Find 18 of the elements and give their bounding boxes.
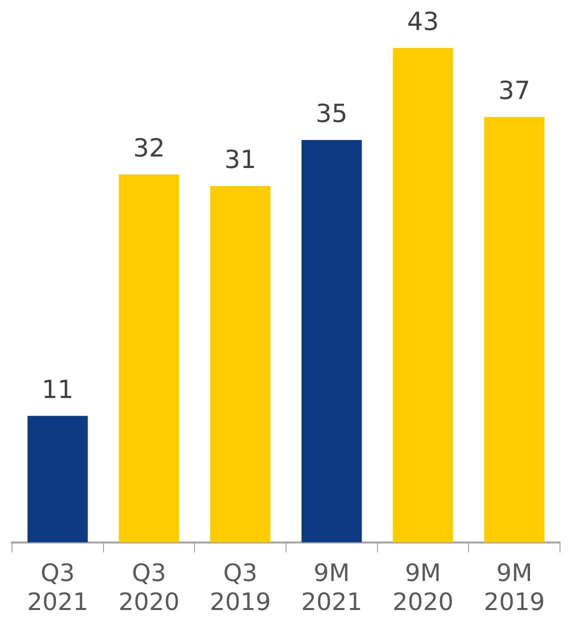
x-tick-label: Q3 2020 xyxy=(118,559,180,616)
x-tick-label: 9M 2019 xyxy=(484,559,545,616)
data-label: 32 xyxy=(133,133,165,162)
data-label: 31 xyxy=(224,144,256,174)
data-label: 35 xyxy=(316,98,348,128)
data-label: 11 xyxy=(42,374,74,404)
x-tick-label: 9M 2021 xyxy=(301,559,362,616)
bar xyxy=(392,48,454,542)
x-tick-label: Q3 2019 xyxy=(210,559,271,616)
x-tick-label: 9M 2020 xyxy=(392,559,454,616)
x-tick-label: Q3 2021 xyxy=(27,559,88,616)
data-label: 43 xyxy=(407,7,439,36)
bar xyxy=(484,116,544,542)
data-label: 37 xyxy=(498,76,530,105)
bar xyxy=(28,416,88,542)
bar xyxy=(210,186,270,542)
bar xyxy=(118,174,180,542)
bar xyxy=(302,140,362,542)
